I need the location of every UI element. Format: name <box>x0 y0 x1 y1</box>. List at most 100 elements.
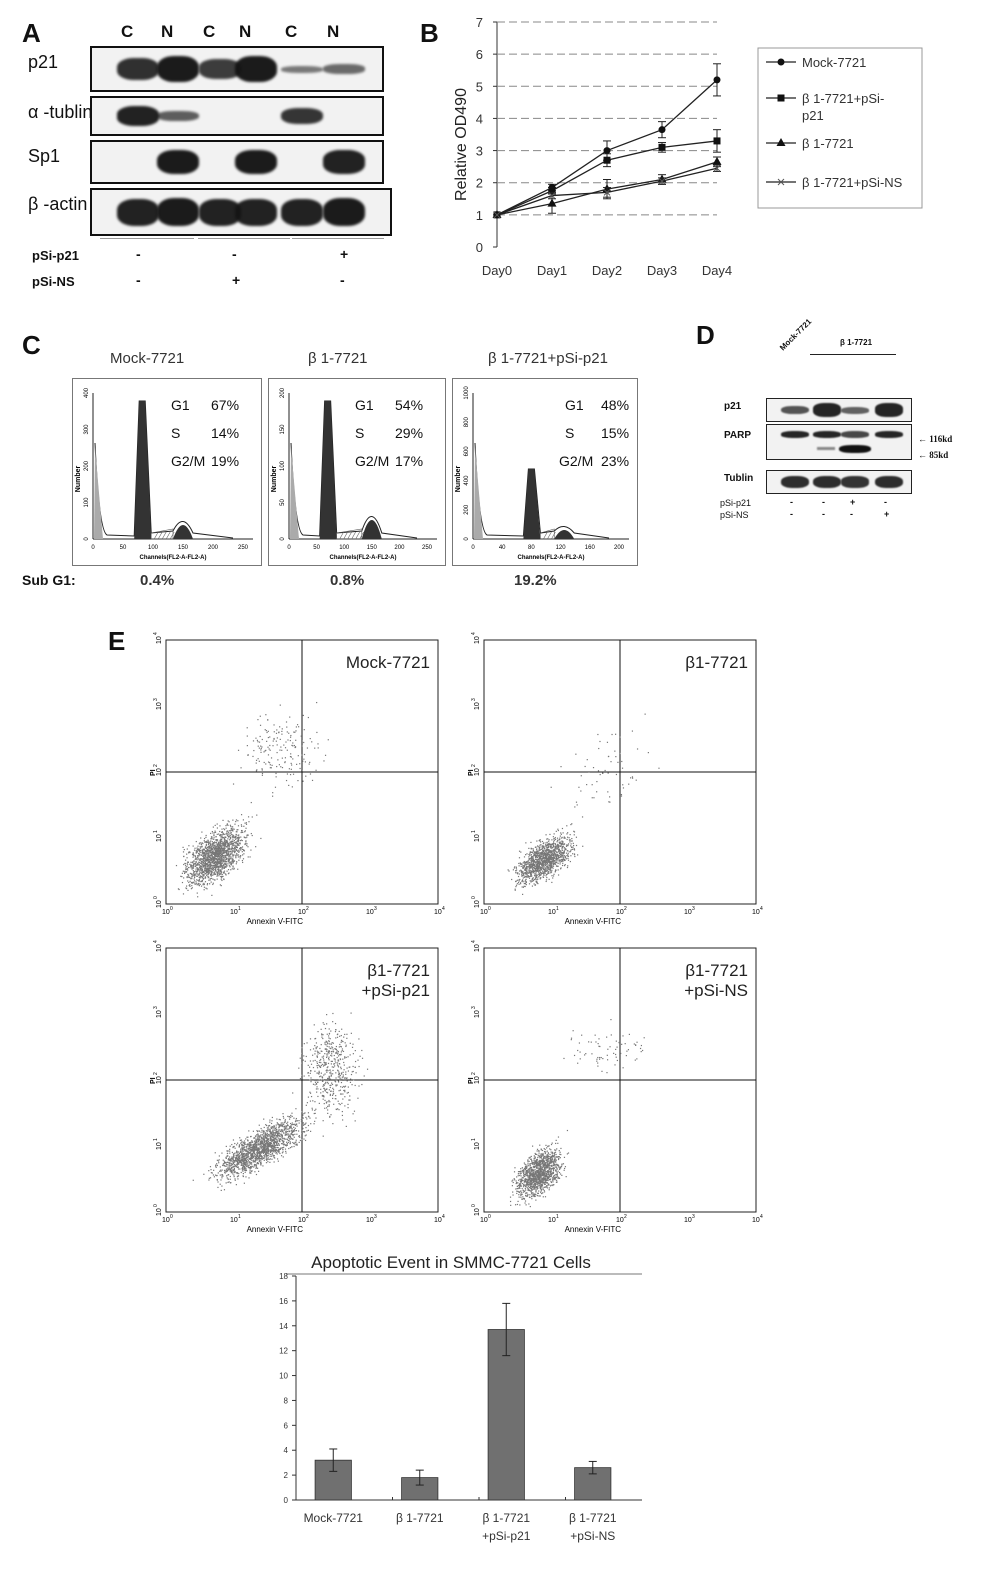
blot-band <box>117 57 159 81</box>
x-tick-exp: 1 <box>238 1214 241 1220</box>
x-axis-label: Annexin V-FITC <box>247 1225 304 1234</box>
treatment-label: pSi-p21 <box>720 498 752 508</box>
data-point <box>713 164 721 172</box>
y-tick-label: 6 <box>284 1421 289 1430</box>
data-point <box>658 143 666 151</box>
x-tick-exp: 1 <box>556 1214 559 1220</box>
phase-value: 29% <box>395 425 424 441</box>
y-axis-label: PI <box>150 769 157 776</box>
blot-band <box>117 106 159 126</box>
x-tick-exp: 2 <box>306 1214 309 1220</box>
data-point <box>713 137 721 145</box>
blot-band <box>323 64 365 74</box>
y-tick-label: 10 <box>474 702 481 710</box>
y-tick-exp: 3 <box>471 1006 477 1009</box>
y-tick-label: 10 <box>156 636 163 644</box>
blot-band <box>781 431 809 438</box>
y-axis-label: PI <box>468 1077 475 1084</box>
x-axis-label: Channels(FL2-A-FL2-A) <box>518 555 585 561</box>
data-point <box>777 178 785 186</box>
x-tick-label: 10 <box>298 1217 306 1224</box>
g2-peak <box>554 530 575 539</box>
lane-group-line <box>810 354 896 355</box>
phase-value: 14% <box>211 425 240 441</box>
x-tick-exp: 4 <box>442 906 445 912</box>
x-tick-exp: 3 <box>692 1214 695 1220</box>
event-dots <box>175 701 329 898</box>
x-tick-exp: 0 <box>170 906 173 912</box>
phase-label: S <box>171 425 181 441</box>
plot-title: Mock-7721 <box>346 653 430 672</box>
treatment-mark: - <box>790 509 793 519</box>
x-tick-label: 10 <box>366 1217 374 1224</box>
s-phase-hatch <box>543 531 548 540</box>
data-point <box>777 94 785 102</box>
y-tick-label: 800 <box>464 417 470 428</box>
x-tick-label: 50 <box>313 545 320 551</box>
lane-label: C <box>285 22 298 41</box>
x-tick-label: 150 <box>367 545 378 551</box>
data-point <box>603 189 611 196</box>
y-tick-exp: 4 <box>471 940 477 943</box>
y-tick-label: 10 <box>474 1142 481 1150</box>
event-dots <box>507 713 660 895</box>
x-tick-label: 10 <box>230 909 238 916</box>
histogram-svg: 0 50 100 150 200 250 0 100 200 300 400 Number Channe… <box>75 387 253 561</box>
x-tick-label: Day1 <box>537 263 567 278</box>
lane-label: N <box>161 22 174 41</box>
y-tick-label: 2 <box>284 1471 289 1480</box>
panel-c-letter: C <box>22 330 41 360</box>
x-axis-label: Annexin V-FITC <box>247 917 304 926</box>
plot-title: β1-7721 <box>685 961 748 980</box>
x-tick-label: 100 <box>148 545 159 551</box>
y-tick-label: 10 <box>156 834 163 842</box>
y-tick-label: 16 <box>279 1297 288 1306</box>
treatment-mark: - <box>822 497 825 507</box>
y-tick-label: 100 <box>280 460 286 471</box>
panel-b-letter: B <box>420 18 439 48</box>
blot-band <box>875 431 903 438</box>
phase-value: 48% <box>601 397 630 413</box>
x-tick-label: 80 <box>528 545 535 551</box>
x-tick-label: 10 <box>162 1217 170 1224</box>
blot-band <box>813 431 841 438</box>
x-tick-exp: 2 <box>624 1214 627 1220</box>
blot-band <box>117 198 159 226</box>
blot-band <box>235 55 277 83</box>
y-tick-label: 14 <box>279 1322 288 1331</box>
x-tick-label: 10 <box>752 909 760 916</box>
x-tick-exp: 3 <box>374 1214 377 1220</box>
y-tick-label: 0 <box>464 537 470 541</box>
treatment-label: pSi-p21 <box>32 248 79 263</box>
x-tick-label: Day3 <box>647 263 677 278</box>
blot-band <box>199 59 241 79</box>
data-point <box>548 192 556 199</box>
blot-band <box>157 111 199 121</box>
y-tick-label: 300 <box>84 424 90 435</box>
x-axis-label: Channels(FL2-A-FL2-A) <box>330 555 397 561</box>
x-tick-label: Mock-7721 <box>304 1511 364 1525</box>
legend-entry: Mock-7721 <box>802 55 866 70</box>
blot-row-label: α -tublin <box>28 102 93 122</box>
data-point <box>777 58 785 66</box>
legend-box <box>757 47 923 209</box>
s-phase-hatch <box>547 531 552 540</box>
phase-value: 19% <box>211 453 240 469</box>
y-tick-exp: 0 <box>153 1204 159 1207</box>
x-tick-label: 100 <box>339 545 350 551</box>
blot-band <box>841 431 869 438</box>
data-point <box>547 198 557 207</box>
marker-label: ← 85kd <box>918 450 949 460</box>
histogram-svg: 0 50 100 150 200 250 0 50 100 150 200 Number Channel… <box>271 387 437 561</box>
x-tick-label: +pSi-p21 <box>482 1529 531 1543</box>
x-tick-label: 250 <box>422 545 433 551</box>
x-tick-label: +pSi-NS <box>570 1529 615 1543</box>
x-tick-exp: 4 <box>760 906 763 912</box>
y-tick-label: 10 <box>156 1208 163 1216</box>
histogram-title: β 1-7721+pSi-p21 <box>488 350 608 367</box>
x-tick-label: 10 <box>162 909 170 916</box>
s-phase-hatch <box>551 531 556 540</box>
blot-band <box>281 65 323 73</box>
y-tick-label: 1 <box>476 208 483 223</box>
subg1-label: Sub G1: <box>22 572 76 588</box>
